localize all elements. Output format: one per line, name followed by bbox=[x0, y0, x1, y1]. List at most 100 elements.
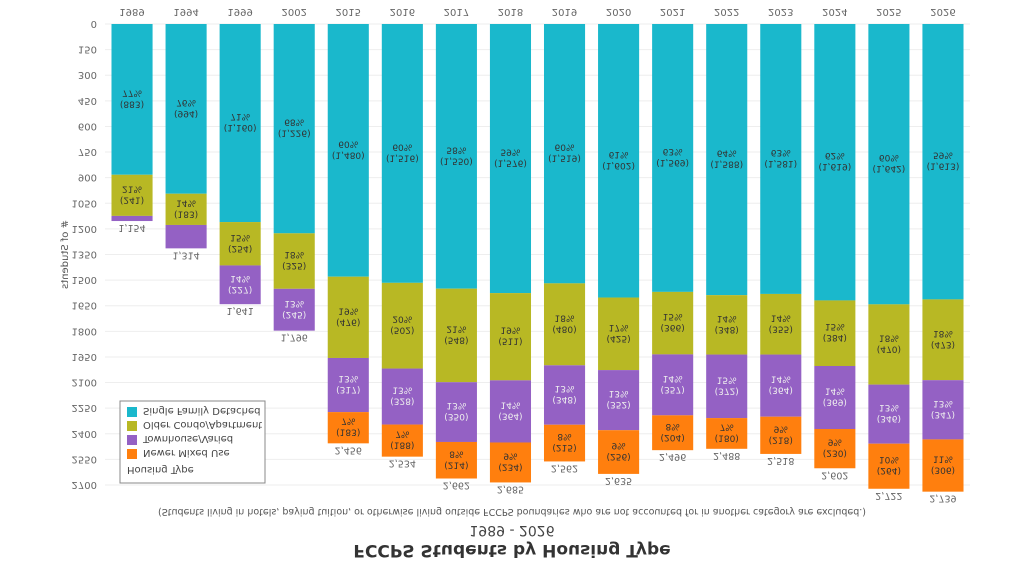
bar-total-label: 2,635 bbox=[605, 475, 632, 486]
legend-item-label[interactable]: Single Family Detached bbox=[143, 405, 261, 416]
segment-data-label: (502) bbox=[390, 325, 414, 335]
bar-segment-newer-mixed-use-2016[interactable] bbox=[381, 424, 423, 457]
bar-total-label: 2,496 bbox=[659, 451, 686, 462]
bar-segment-older-condo-apartment-2015[interactable] bbox=[327, 276, 369, 358]
bar-total-label: 2,456 bbox=[335, 444, 362, 455]
bar-segment-older-condo-apartment-2020[interactable] bbox=[598, 297, 640, 371]
bar-segment-older-condo-apartment-2026[interactable] bbox=[922, 299, 964, 381]
bar-segment-single-family-detached-2015[interactable] bbox=[327, 24, 369, 277]
legend-item-label[interactable]: Older Condo/Apartment bbox=[143, 419, 262, 430]
y-tick-label: 2700 bbox=[72, 479, 97, 490]
bar-segment-townhouse-varied-2022[interactable] bbox=[706, 354, 748, 419]
segment-data-label: 14% bbox=[663, 373, 683, 383]
segment-data-label: 15% bbox=[717, 374, 737, 384]
bar-segment-single-family-detached-2022[interactable] bbox=[706, 24, 748, 296]
bar-segment-single-family-detached-2002[interactable] bbox=[273, 24, 315, 234]
bar-segment-newer-mixed-use-2025[interactable] bbox=[868, 443, 910, 489]
bar-segment-older-condo-apartment-1989[interactable] bbox=[111, 174, 153, 216]
bar-total-label: 2,722 bbox=[875, 490, 902, 501]
bar-segment-older-condo-apartment-2002[interactable] bbox=[273, 233, 315, 289]
bar-segment-single-family-detached-2020[interactable] bbox=[598, 24, 640, 298]
bar-segment-older-condo-apartment-2021[interactable] bbox=[652, 291, 694, 355]
segment-data-label: (245) bbox=[282, 309, 306, 319]
bar-segment-townhouse-varied-2021[interactable] bbox=[652, 354, 694, 416]
bar-total-label: 2,562 bbox=[551, 462, 578, 473]
bar-segment-newer-mixed-use-2022[interactable] bbox=[706, 418, 748, 449]
bar-segment-townhouse-varied-2025[interactable] bbox=[868, 384, 910, 444]
bar-segment-single-family-detached-2024[interactable] bbox=[814, 24, 856, 301]
segment-data-label: (1,576) bbox=[494, 158, 527, 168]
bar-segment-older-condo-apartment-1999[interactable] bbox=[219, 222, 261, 266]
bar-segment-townhouse-varied-2018[interactable] bbox=[489, 380, 532, 443]
bar-segment-townhouse-varied-2023[interactable] bbox=[760, 354, 802, 417]
legend-item-label[interactable]: Townhouse/Varied bbox=[142, 433, 233, 444]
segment-data-label: 13% bbox=[609, 388, 629, 398]
bar-segment-newer-mixed-use-2021[interactable] bbox=[652, 415, 694, 451]
bar-segment-single-family-detached-2025[interactable] bbox=[868, 24, 910, 305]
bar-segment-older-condo-apartment-2016[interactable] bbox=[381, 282, 423, 369]
bar-segment-single-family-detached-2023[interactable] bbox=[760, 24, 802, 294]
bar-segment-single-family-detached-1999[interactable] bbox=[219, 24, 261, 223]
segment-data-label: (372) bbox=[715, 385, 739, 395]
x-tick-label: 2024 bbox=[822, 6, 847, 17]
bar-segment-older-condo-apartment-2017[interactable] bbox=[435, 288, 477, 383]
bar-segment-townhouse-varied-2015[interactable] bbox=[327, 357, 369, 413]
bar-segment-townhouse-varied-1989[interactable] bbox=[111, 215, 153, 222]
bar-segment-older-condo-apartment-2018[interactable] bbox=[489, 293, 532, 381]
y-tick-label: 2100 bbox=[72, 377, 97, 388]
bar-segment-newer-mixed-use-2019[interactable] bbox=[543, 424, 586, 462]
bar-segment-single-family-detached-2018[interactable] bbox=[489, 24, 532, 294]
bar-segment-newer-mixed-use-2015[interactable] bbox=[327, 412, 369, 444]
bar-segment-older-condo-apartment-1994[interactable] bbox=[165, 193, 207, 225]
bar-segment-townhouse-varied-2026[interactable] bbox=[922, 380, 964, 440]
legend-swatch bbox=[127, 435, 137, 445]
bar-segment-single-family-detached-2021[interactable] bbox=[652, 24, 694, 292]
bar-total-label: 2,518 bbox=[767, 455, 794, 466]
legend[interactable]: Housing Type Newer Mixed Use Townhouse/Va… bbox=[119, 400, 266, 484]
bar-total-label: 2,602 bbox=[821, 469, 848, 480]
bar-segment-single-family-detached-1989[interactable] bbox=[111, 24, 153, 175]
segment-data-label: (511) bbox=[498, 336, 522, 346]
segment-data-label: (347) bbox=[931, 409, 955, 419]
bar-segment-single-family-detached-1994[interactable] bbox=[165, 24, 207, 194]
bar-segment-single-family-detached-2016[interactable] bbox=[381, 24, 423, 283]
x-tick-label: 2020 bbox=[606, 6, 631, 17]
y-tick-label: 600 bbox=[78, 120, 97, 131]
bar-segment-older-condo-apartment-2019[interactable] bbox=[543, 283, 586, 366]
bar-segment-older-condo-apartment-2022[interactable] bbox=[706, 295, 748, 355]
bar-segment-townhouse-varied-1994[interactable] bbox=[165, 224, 207, 249]
bar-segment-newer-mixed-use-2023[interactable] bbox=[760, 416, 802, 454]
segment-data-label: 10% bbox=[879, 454, 899, 464]
bar-segment-older-condo-apartment-2025[interactable] bbox=[868, 304, 910, 385]
bar-segment-single-family-detached-2017[interactable] bbox=[435, 24, 477, 289]
segment-data-label: (214) bbox=[444, 459, 468, 469]
bar-segment-single-family-detached-2019[interactable] bbox=[543, 24, 586, 284]
bar-segment-townhouse-varied-2024[interactable] bbox=[814, 365, 856, 429]
bar-segment-newer-mixed-use-2018[interactable] bbox=[489, 442, 532, 483]
segment-data-label: 15% bbox=[230, 232, 250, 242]
legend-swatch bbox=[127, 421, 137, 431]
bar-segment-newer-mixed-use-2024[interactable] bbox=[814, 428, 856, 469]
segment-data-label: (425) bbox=[606, 333, 630, 343]
y-tick-label: 1800 bbox=[72, 325, 97, 336]
bar-segment-townhouse-varied-2017[interactable] bbox=[435, 382, 477, 442]
bar-segment-townhouse-varied-1999[interactable] bbox=[219, 265, 261, 305]
segment-data-label: 7% bbox=[341, 416, 356, 426]
bar-segment-townhouse-varied-2019[interactable] bbox=[543, 365, 586, 425]
y-tick-label: 2550 bbox=[72, 453, 97, 464]
bar-segment-newer-mixed-use-2026[interactable] bbox=[922, 439, 964, 492]
segment-data-label: 21% bbox=[122, 183, 142, 193]
bar-segment-newer-mixed-use-2017[interactable] bbox=[435, 441, 477, 479]
bar-segment-townhouse-varied-2002[interactable] bbox=[273, 288, 315, 331]
bar-segment-townhouse-varied-2020[interactable] bbox=[598, 370, 640, 431]
bar-segment-older-condo-apartment-2024[interactable] bbox=[814, 300, 856, 366]
bar-segment-townhouse-varied-2016[interactable] bbox=[381, 368, 423, 425]
bar-segment-older-condo-apartment-2023[interactable] bbox=[760, 293, 802, 355]
bar-segment-newer-mixed-use-2020[interactable] bbox=[598, 430, 640, 474]
segment-data-label: 9% bbox=[611, 440, 626, 450]
y-tick-label: 1050 bbox=[72, 197, 97, 208]
legend-item-label[interactable]: Newer Mixed Use bbox=[143, 447, 230, 458]
bar-segment-single-family-detached-2026[interactable] bbox=[922, 24, 964, 300]
segment-data-label: (548) bbox=[444, 334, 468, 344]
x-tick-label: 2017 bbox=[444, 6, 469, 17]
